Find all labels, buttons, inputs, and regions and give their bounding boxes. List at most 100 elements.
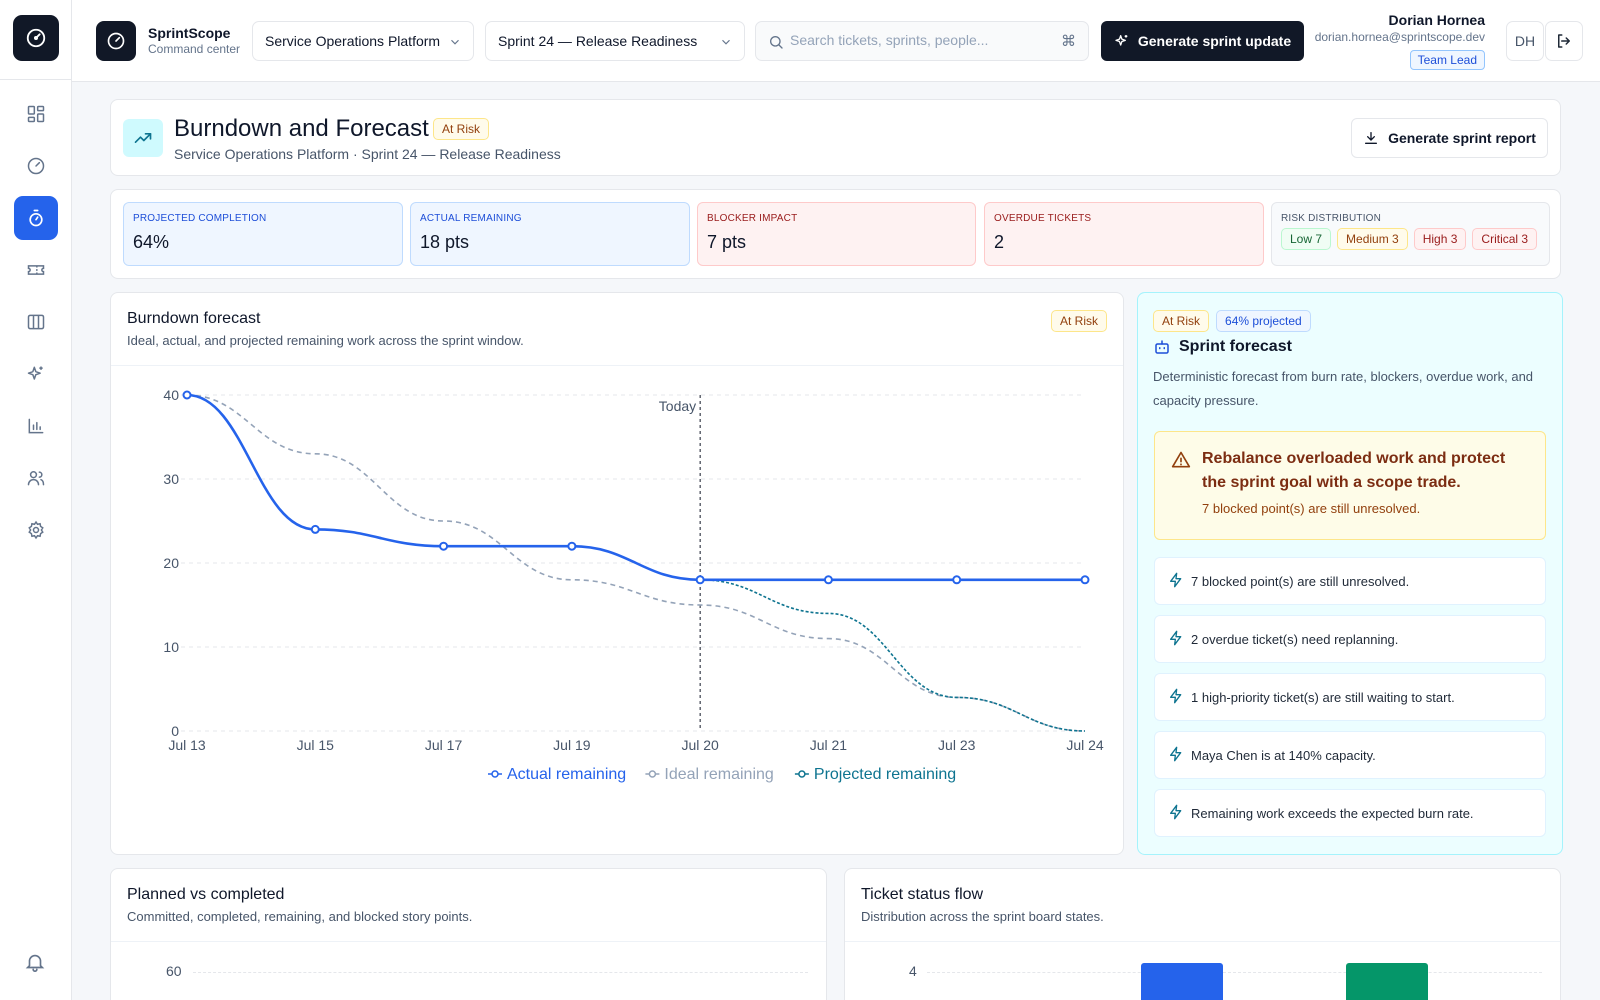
lightning-icon — [1170, 746, 1182, 762]
users-icon — [27, 471, 45, 486]
gear-icon — [28, 520, 44, 540]
legend-item[interactable]: Ideal remaining — [645, 766, 774, 783]
avatar[interactable]: DH — [1506, 21, 1544, 61]
board-columns-icon — [27, 314, 45, 330]
sidebar-item-sprints[interactable] — [14, 144, 58, 188]
app-logo[interactable] — [13, 15, 59, 61]
forecast-item: 2 overdue ticket(s) need replanning. — [1154, 615, 1546, 663]
notifications-button[interactable] — [24, 951, 46, 973]
burndown-chart: 0 10 20 30 40 Jul 13 Jul 15 Jul 17 Jul 19 Jul 20 J… — [163, 387, 1104, 783]
card-divider — [845, 941, 1560, 942]
generate-sprint-report-button[interactable]: Generate sprint report — [1351, 118, 1548, 158]
y-tick-label: 20 — [163, 555, 179, 571]
command-key-icon: ⌘ — [1061, 33, 1076, 50]
alert-detail: 7 blocked point(s) are still unresolved. — [1202, 501, 1421, 516]
legend-item[interactable]: Projected remaining — [794, 766, 956, 783]
data-point — [567, 541, 577, 551]
metric-blocker-impact: Blocker impact 7 pts — [697, 202, 976, 266]
legend-marker — [491, 770, 499, 778]
sidebar-item-tickets[interactable] — [14, 248, 58, 292]
status-bar — [1141, 963, 1223, 1000]
page-title: Burndown and Forecast — [174, 115, 429, 142]
forecast-status-badge: At Risk — [1153, 310, 1210, 332]
brand-logo[interactable] — [96, 21, 136, 61]
card-divider — [111, 941, 826, 942]
series-line-projected-remaining — [571, 545, 1086, 732]
card-divider — [111, 365, 1123, 366]
lightning-icon — [1170, 688, 1182, 704]
forecast-item-text: Maya Chen is at 140% capacity. — [1191, 748, 1376, 763]
risk-badge-critical: Critical 3 — [1472, 228, 1538, 250]
chevron-down-icon — [451, 39, 459, 45]
burndown-subtitle: Ideal, actual, and projected remaining w… — [127, 333, 524, 348]
project-select[interactable]: Service Operations Platform — [252, 21, 474, 61]
sparkles-icon — [1115, 35, 1128, 46]
y-tick-label: 40 — [163, 387, 179, 403]
sidebar — [0, 0, 72, 1000]
y-tick-label: 60 — [166, 963, 182, 979]
search-input[interactable] — [790, 32, 1050, 48]
status-bar — [1346, 963, 1428, 1000]
ticket-status-flow-card: Ticket status flow Distribution across t… — [844, 868, 1561, 1000]
data-point — [695, 575, 705, 585]
stopwatch-icon — [29, 209, 43, 227]
sprint-forecast-panel: At Risk 64% projected Sprint forecast De… — [1137, 292, 1563, 855]
top-bar: SprintScope Command center Service Opera… — [72, 0, 1600, 82]
forecast-item: Maya Chen is at 140% capacity. — [1154, 731, 1546, 779]
x-tick-label: Jul 24 — [1066, 737, 1104, 753]
sidebar-item-insights[interactable] — [14, 352, 58, 396]
brand-subtitle: Command center — [148, 42, 241, 56]
planned-vs-completed-card: Planned vs completed Committed, complete… — [110, 868, 827, 1000]
search-icon — [770, 36, 783, 49]
sidebar-item-settings[interactable] — [14, 508, 58, 552]
data-point — [1080, 575, 1090, 585]
bar-chart-icon — [28, 418, 44, 434]
bell-icon — [25, 954, 45, 972]
robot-icon — [1155, 340, 1169, 354]
logout-button[interactable] — [1545, 21, 1583, 61]
y-tick-label: 10 — [163, 639, 179, 655]
forecast-item-text: Remaining work exceeds the expected burn… — [1191, 806, 1474, 821]
x-tick-label: Jul 15 — [297, 737, 335, 753]
legend-label: Ideal remaining — [664, 766, 773, 783]
forecast-title: Sprint forecast — [1179, 338, 1292, 355]
x-tick-label: Jul 21 — [810, 737, 848, 753]
forecast-item-text: 7 blocked point(s) are still unresolved. — [1191, 574, 1410, 589]
sparkles-icon — [27, 366, 43, 380]
generate-sprint-update-button[interactable]: Generate sprint update — [1101, 21, 1304, 61]
planned-title: Planned vs completed — [127, 886, 285, 903]
sidebar-item-burndown[interactable] — [14, 196, 58, 240]
burndown-status-badge: At Risk — [1050, 310, 1107, 332]
gridline — [927, 972, 1542, 973]
y-tick-label: 4 — [909, 963, 917, 979]
sidebar-item-board[interactable] — [14, 300, 58, 344]
user-email: dorian.hornea@sprintscope.dev — [1314, 30, 1485, 44]
lightning-icon — [1170, 804, 1182, 820]
risk-badge-high: High 3 — [1413, 228, 1467, 250]
metric-value: 2 — [994, 232, 1005, 252]
x-tick-label: Jul 23 — [938, 737, 976, 753]
risk-badge-low: Low 7 — [1281, 228, 1332, 250]
forecast-item: 7 blocked point(s) are still unresolved. — [1154, 557, 1546, 605]
lightning-icon — [1170, 572, 1182, 588]
ticket-icon — [27, 265, 45, 275]
legend-item[interactable]: Actual remaining — [488, 766, 626, 783]
x-tick-label: Jul 17 — [425, 737, 463, 753]
forecast-item-text: 2 overdue ticket(s) need replanning. — [1191, 632, 1399, 647]
status-badge: At Risk — [433, 118, 490, 140]
legend-marker — [648, 770, 657, 778]
planned-subtitle: Committed, completed, remaining, and blo… — [127, 909, 473, 924]
y-tick-label: 30 — [163, 471, 179, 487]
metric-value: 64% — [133, 232, 170, 252]
metric-label: Projected completion — [133, 213, 267, 224]
sidebar-item-team[interactable] — [14, 456, 58, 500]
data-point — [823, 575, 833, 585]
metric-overdue-tickets: Overdue tickets 2 — [984, 202, 1264, 266]
sidebar-item-reports[interactable] — [14, 404, 58, 448]
sprint-select[interactable]: Sprint 24 — Release Readiness — [485, 21, 745, 61]
brand-name: SprintScope — [148, 25, 231, 41]
data-point — [310, 524, 320, 534]
page-header-card: Burndown and Forecast At Risk Service Op… — [110, 99, 1561, 176]
logout-icon — [1558, 34, 1570, 48]
sidebar-item-dashboard[interactable] — [14, 92, 58, 136]
